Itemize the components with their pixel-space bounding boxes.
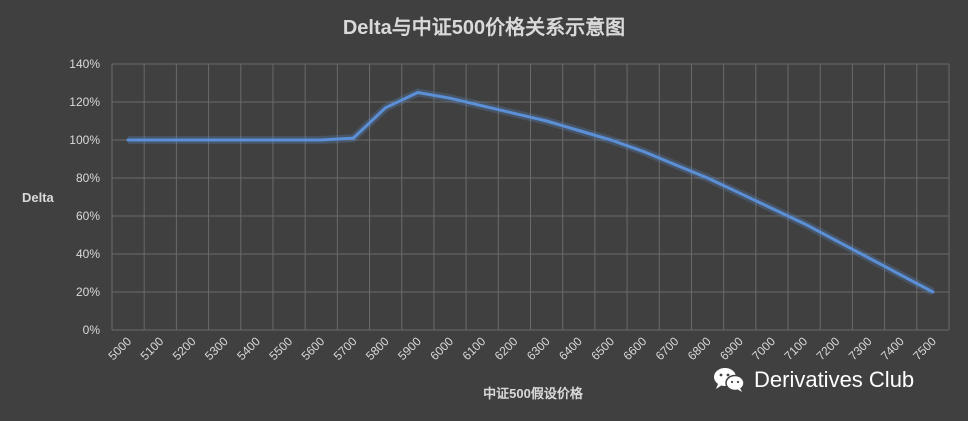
y-axis-title: Delta	[22, 190, 55, 205]
x-tick-label: 5000	[105, 334, 134, 363]
x-tick-label: 5900	[395, 334, 424, 363]
data-point	[190, 138, 194, 142]
data-point	[899, 273, 903, 277]
x-tick-label: 6300	[524, 334, 553, 363]
x-tick-label: 5600	[299, 334, 328, 363]
y-tick-label: 100%	[69, 133, 100, 147]
y-tick-label: 140%	[69, 57, 100, 71]
data-point	[255, 138, 259, 142]
x-tick-label: 6500	[588, 334, 617, 363]
data-point	[416, 91, 420, 94]
y-tick-label: 0%	[83, 323, 101, 337]
data-point	[158, 138, 162, 142]
data-point	[126, 138, 130, 142]
x-axis-ticks: 5000 5100 5200 5300 5400 5500 5600 5700 5800 5900…	[105, 334, 939, 363]
wechat-icon	[714, 368, 745, 392]
data-point	[223, 138, 227, 142]
data-point	[834, 239, 838, 243]
data-point	[351, 136, 355, 140]
x-tick-label: 5100	[138, 334, 167, 363]
x-tick-label: 6000	[427, 334, 456, 363]
x-tick-label: 5500	[266, 334, 295, 363]
x-tick-label: 5300	[202, 334, 231, 363]
x-tick-label: 5400	[234, 334, 263, 363]
x-tick-label: 6800	[685, 334, 714, 363]
data-point	[609, 138, 613, 142]
x-tick-label: 7200	[814, 334, 843, 363]
data-point	[931, 290, 935, 294]
x-tick-label: 5200	[170, 334, 199, 363]
x-tick-label: 7100	[781, 334, 810, 363]
x-tick-label: 7500	[910, 334, 939, 363]
series-layer	[126, 88, 935, 296]
data-point	[802, 222, 806, 226]
y-tick-label: 80%	[76, 171, 100, 185]
x-tick-label: 7400	[878, 334, 907, 363]
y-tick-label: 120%	[69, 95, 100, 109]
data-point	[287, 138, 291, 142]
x-tick-label: 6700	[653, 334, 682, 363]
data-point	[673, 163, 677, 167]
y-tick-label: 40%	[76, 247, 100, 261]
data-point	[641, 149, 645, 153]
data-point	[770, 206, 774, 210]
x-tick-label: 6200	[492, 334, 521, 363]
data-point	[319, 138, 323, 142]
data-point	[512, 111, 516, 115]
chart-title: Delta与中证500价格关系示意图	[343, 15, 625, 39]
x-axis-title: 中证500假设价格	[483, 386, 584, 401]
x-tick-label: 7300	[846, 334, 875, 363]
watermark: Derivatives Club	[712, 366, 914, 394]
data-point	[384, 106, 388, 110]
data-point	[706, 176, 710, 180]
y-axis-ticks: 0% 20% 40% 60% 80% 100% 120% 140%	[69, 57, 100, 337]
x-tick-label: 5700	[331, 334, 360, 363]
x-tick-label: 6100	[460, 334, 489, 363]
y-tick-label: 20%	[76, 285, 100, 299]
data-point	[577, 129, 581, 132]
grid	[111, 63, 950, 331]
data-point	[867, 256, 871, 260]
data-point	[738, 191, 742, 195]
series-line	[126, 91, 935, 294]
watermark-text: Derivatives Club	[754, 367, 915, 392]
x-tick-label: 7000	[749, 334, 778, 363]
data-point	[480, 104, 484, 108]
y-tick-label: 60%	[76, 209, 100, 223]
x-tick-label: 6600	[621, 334, 650, 363]
x-tick-label: 6900	[717, 334, 746, 363]
x-tick-label: 6400	[556, 334, 585, 363]
data-point	[545, 119, 549, 123]
x-tick-label: 5800	[363, 334, 392, 363]
data-point	[448, 96, 452, 100]
